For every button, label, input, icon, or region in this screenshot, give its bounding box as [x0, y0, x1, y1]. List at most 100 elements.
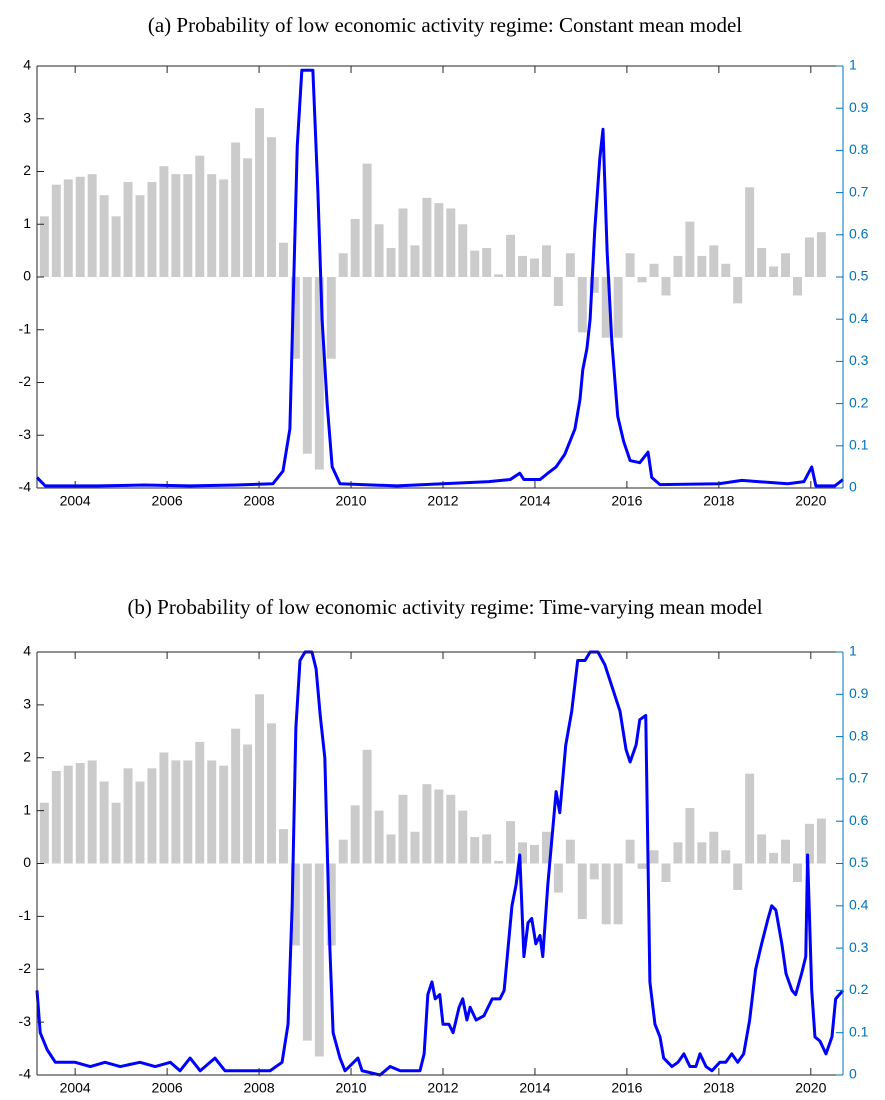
bar: [649, 263, 659, 277]
bar: [494, 274, 504, 277]
bar: [530, 844, 539, 864]
bar: [482, 247, 492, 277]
bar: [697, 842, 707, 864]
bar: [302, 863, 312, 1041]
bar: [219, 179, 229, 277]
panel-title: (b) Probability of low economic activity…: [127, 595, 762, 619]
y-tick-label: -4: [19, 479, 32, 495]
bar: [290, 277, 300, 359]
x-tick-label: 2016: [611, 1080, 642, 1096]
bar: [745, 187, 755, 277]
y2-tick-label: 1: [849, 643, 857, 659]
y-tick-label: -3: [19, 426, 32, 442]
bar: [601, 863, 611, 925]
bar: [111, 216, 121, 277]
bar: [267, 723, 276, 864]
y2-tick-label: 0.3: [849, 352, 869, 368]
bar: [219, 765, 229, 864]
bar: [75, 176, 85, 277]
y-tick-label: -2: [19, 373, 32, 389]
bar: [792, 863, 802, 883]
bar: [518, 255, 528, 277]
x-tick-label: 2018: [703, 1080, 734, 1096]
bar: [362, 749, 372, 864]
bar: [804, 237, 814, 277]
bar: [422, 197, 432, 277]
bar: [506, 821, 516, 864]
bar: [577, 277, 587, 333]
y-tick-label: -3: [19, 1013, 32, 1029]
bar: [816, 818, 826, 864]
bar: [386, 834, 396, 864]
bar: [362, 163, 372, 277]
bar: [147, 768, 157, 864]
bar: [99, 781, 109, 864]
bar: [267, 137, 276, 277]
bar: [326, 863, 336, 946]
y2-tick-label: 0.7: [849, 770, 869, 786]
bar: [709, 831, 719, 864]
bar: [111, 802, 121, 864]
bar: [601, 277, 611, 338]
y2-tick-label: 0.1: [849, 437, 869, 453]
bar: [398, 208, 408, 277]
x-tick-label: 2008: [243, 493, 274, 509]
bar: [506, 234, 516, 277]
x-tick-label: 2020: [795, 493, 826, 509]
y2-tick-label: 0.2: [849, 394, 869, 410]
bar: [422, 784, 432, 864]
bar: [661, 277, 671, 296]
y-tick-label: -4: [19, 1066, 32, 1082]
y-tick-label: -2: [19, 960, 32, 976]
y2-tick-label: 0.5: [849, 854, 869, 870]
x-tick-label: 2010: [335, 493, 366, 509]
bar: [637, 863, 647, 869]
x-tick-label: 2010: [335, 1080, 366, 1096]
bar: [171, 760, 181, 864]
bar: [123, 182, 133, 277]
x-tick-label: 2020: [795, 1080, 826, 1096]
bar: [63, 765, 73, 864]
bar: [565, 253, 575, 277]
bar: [374, 224, 384, 277]
panel: (b) Probability of low economic activity…: [19, 595, 869, 1096]
bar: [446, 208, 456, 277]
x-tick-label: 2006: [152, 1080, 183, 1096]
bar: [458, 224, 468, 277]
bar: [757, 834, 767, 864]
bar: [231, 142, 241, 277]
bar: [458, 810, 468, 864]
x-tick-label: 2014: [519, 1080, 550, 1096]
y-tick-label: 1: [23, 801, 31, 817]
y-tick-label: 0: [23, 854, 31, 870]
bar: [769, 852, 779, 864]
y2-tick-label: 0.3: [849, 939, 869, 955]
bar: [195, 741, 205, 864]
bar: [75, 763, 85, 864]
y2-tick-label: 0.5: [849, 268, 869, 284]
bar: [733, 863, 743, 890]
y-tick-label: 2: [23, 162, 31, 178]
bar: [231, 728, 241, 864]
y2-tick-label: 0.8: [849, 727, 869, 743]
bar: [135, 781, 145, 864]
bar: [553, 863, 563, 893]
bar: [589, 863, 599, 880]
y2-tick-label: 0.4: [849, 897, 869, 913]
bar: [685, 807, 695, 864]
bar: [769, 266, 779, 277]
plot-area: [35, 68, 844, 488]
bar: [207, 174, 217, 277]
bar: [613, 863, 623, 925]
bar: [255, 694, 265, 864]
bar: [541, 245, 551, 277]
bar: [338, 253, 348, 277]
bar: [781, 253, 791, 277]
bar: [386, 247, 396, 277]
bar: [195, 155, 205, 277]
panel: (a) Probability of low economic activity…: [19, 13, 869, 509]
bar: [721, 850, 731, 864]
bar: [745, 773, 755, 864]
bar: [171, 174, 181, 277]
